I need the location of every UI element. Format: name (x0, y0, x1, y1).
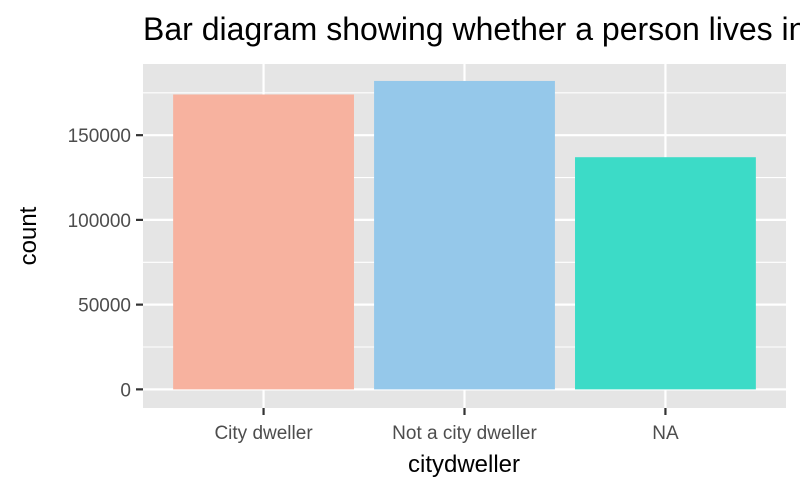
y-tick-label: 50000 (78, 296, 131, 317)
bar-not-a-city-dweller (374, 80, 555, 390)
x-axis: City dweller Not a city dweller NA (214, 408, 679, 444)
x-tick-label: City dweller (214, 423, 313, 444)
x-tick-label: NA (652, 423, 679, 444)
x-axis-title: citydweller (408, 451, 520, 478)
y-tick-label: 150000 (68, 126, 131, 147)
y-axis: 0 50000 100000 150000 (68, 126, 143, 401)
y-axis-title: count (15, 206, 42, 265)
x-tick-label: Not a city dweller (392, 423, 537, 444)
bar-city-dweller (173, 94, 354, 390)
chart-title: Bar diagram showing whether a person liv… (143, 11, 800, 47)
y-tick-label: 0 (120, 380, 131, 401)
y-tick-label: 100000 (68, 211, 131, 232)
bars (173, 80, 756, 390)
bar-na (575, 157, 756, 390)
